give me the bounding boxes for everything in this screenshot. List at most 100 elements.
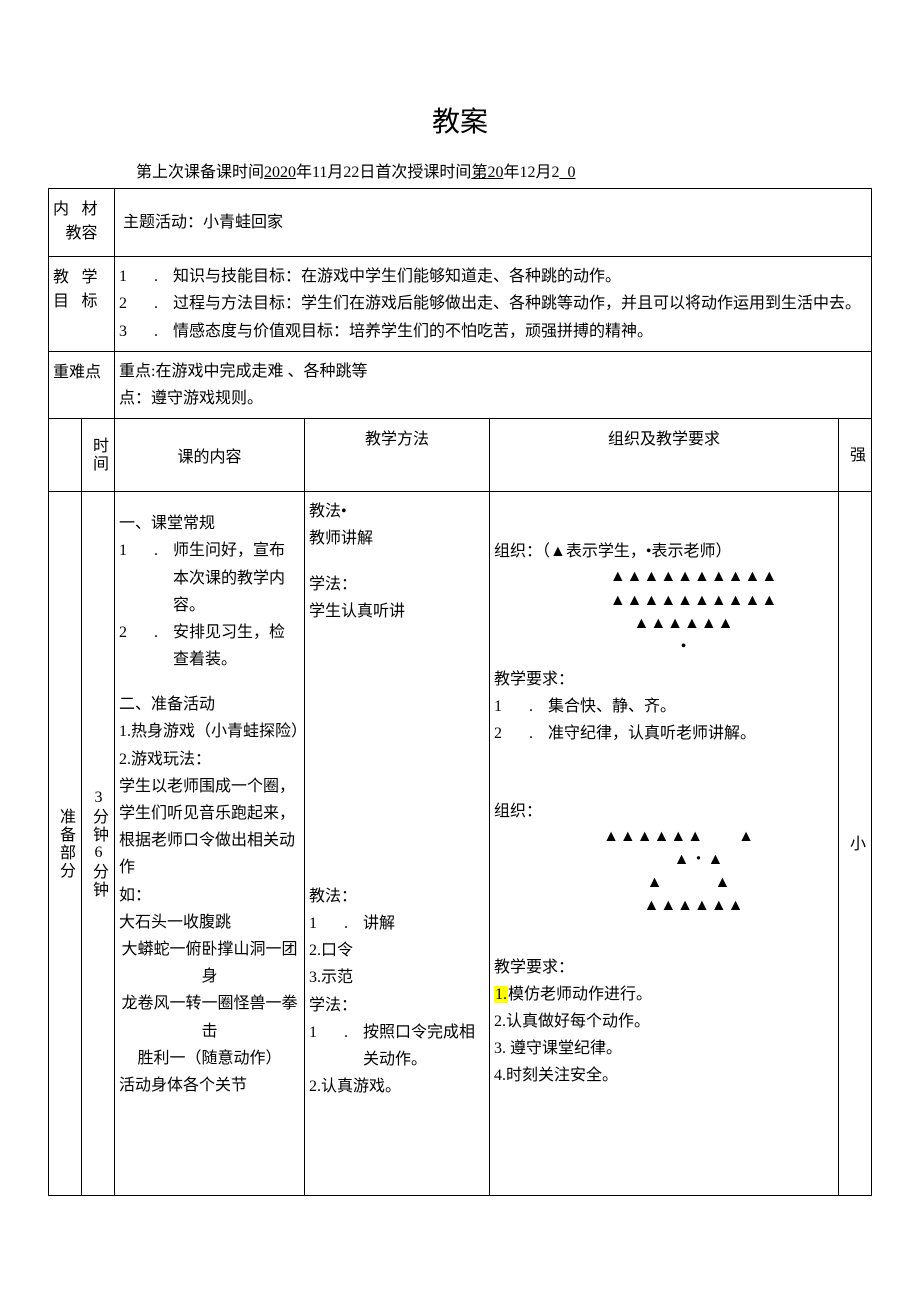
prep-l3: 1.热身游戏（小青蛙探险）: [119, 718, 300, 745]
req2d: .: [514, 720, 548, 747]
objectives-cell: 1.知识与技能目标：在游戏中学生们能够知道走、各种跳的动作。 2.过程与方法目标…: [115, 257, 872, 352]
d1r4: •: [494, 635, 834, 658]
keypoints-cell: 重点:在游戏中完成走难 、各种跳等 点：遵守游戏规则。: [115, 351, 872, 418]
formation-diagram-1: ▲▲▲▲▲▲▲▲▲▲ ▲▲▲▲▲▲▲▲▲▲ ▲▲▲▲▲▲ •: [494, 565, 834, 658]
req1t: 集合快、静、齐。: [548, 693, 676, 720]
req-item-1: 1.模仿老师动作进行。: [494, 981, 834, 1008]
meth-h4: 学法：: [309, 992, 485, 1019]
label-nei: 内: [53, 195, 82, 219]
prep-content-cell: 一、课堂常规 1.师生问好，宣布本次课的教学内容。 2.安排见习生，检查着装。 …: [115, 492, 305, 1196]
prep-l2d: .: [139, 619, 173, 673]
meth-s1n: 1: [309, 1019, 329, 1073]
date-1: 2020: [264, 164, 296, 181]
rq4: 4.时刻关注安全。: [494, 1062, 834, 1089]
obj2-dot: .: [139, 290, 173, 317]
page-title: 教案: [48, 100, 872, 140]
obj1-dot: .: [139, 263, 173, 290]
prep-l2t: 安排见习生，检查着装。: [173, 619, 300, 673]
org-header: 组织及教学要求: [490, 419, 839, 492]
prep-l6: 如：: [119, 882, 300, 909]
prep-section-label: 准备部分: [49, 492, 82, 1196]
prep-l9: 龙卷风一转一圈怪兽一拳击: [119, 990, 300, 1044]
formation-diagram-2: ▲▲▲▲▲▲ ▲ ▲・▲ ▲ ▲ ▲▲▲▲▲▲: [494, 825, 834, 918]
prep-l7: 大石头一收腹跳: [119, 909, 300, 936]
intensity-header: 强: [839, 419, 872, 492]
method-header: 教学方法: [305, 419, 490, 492]
d1r1: ▲▲▲▲▲▲▲▲▲▲: [494, 565, 834, 588]
req1d: .: [514, 693, 548, 720]
keypoint-1: 重点:在游戏中完成走难 、各种跳等: [119, 358, 867, 385]
obj3-num: 3: [119, 318, 139, 345]
obj1-text: 知识与技能目标：在游戏中学生们能够知道走、各种跳的动作。: [173, 263, 621, 290]
blank-header: [49, 419, 82, 492]
prep-time: 3分钟6分钟: [82, 492, 115, 1196]
prep-prefix: 第上次课备课时间: [136, 164, 264, 181]
prep-l8: 大蟒蛇一俯卧撑山洞一团身: [119, 936, 300, 990]
meth-l2: 学生认真听讲: [309, 598, 485, 625]
date-3: _0: [559, 164, 575, 181]
obj2-text: 过程与方法目标：学生们在游戏后能够做出走、各种跳等动作，并且可以将动作运用到生活…: [173, 290, 861, 317]
d1r3: ▲▲▲▲▲▲: [494, 612, 834, 635]
meth-h2: 学法：: [309, 571, 485, 598]
meth-m3: 3.示范: [309, 964, 485, 991]
keypoint-2: 点：遵守游戏规则。: [119, 385, 867, 412]
objectives-row: 教 目 学标 1.知识与技能目标：在游戏中学生们能够知道走、各种跳的动作。 2.…: [49, 257, 872, 352]
meth-s2: 2.认真游戏。: [309, 1073, 485, 1100]
keypoints-label: 重难点: [49, 351, 115, 418]
prep-l11: 活动身体各个关节: [119, 1072, 300, 1099]
section-header-row: 时间 课的内容 教学方法 组织及教学要求 强: [49, 419, 872, 492]
req2n: 2: [494, 720, 514, 747]
rq2: 2.认真做好每个动作。: [494, 1008, 834, 1035]
meth-h3: 教法：: [309, 883, 485, 910]
obj3-dot: .: [139, 318, 173, 345]
mid-1: 年11月22日首次授课时间: [296, 164, 471, 181]
content-label-left: 内 教: [49, 189, 82, 257]
org2-label: 组织：: [494, 798, 834, 825]
obj1-num: 1: [119, 263, 139, 290]
req-h: 教学要求：: [494, 666, 834, 693]
content-row: 内 教 材容 主题活动：小青蛙回家: [49, 189, 872, 257]
prep-l1n: 1: [119, 537, 139, 619]
obj-label-right: 学标: [82, 257, 115, 352]
d2r2: ▲・▲: [494, 848, 834, 871]
rq1-t: 模仿老师动作进行。: [508, 986, 652, 1003]
label-cairong: 材容: [82, 195, 111, 243]
session-info: 第上次课备课时间2020年11月22日首次授课时间第20年12月2_0: [48, 158, 872, 182]
meth-m2: 2.口令: [309, 937, 485, 964]
meth-s1t: 按照口令完成相关动作。: [363, 1019, 485, 1073]
prep-l4: 2.游戏玩法：: [119, 746, 300, 773]
lesson-plan-page: 教案 第上次课备课时间2020年11月22日首次授课时间第20年12月2_0 内…: [0, 0, 920, 1236]
prep-h1: 一、课堂常规: [119, 510, 300, 537]
prep-l5: 学生以老师围成一个圈，学生们听见音乐跑起来，根据老师口令做出相关动作: [119, 773, 300, 882]
obj2-num: 2: [119, 290, 139, 317]
prep-l1d: .: [139, 537, 173, 619]
rq1-hl: 1.: [494, 986, 508, 1003]
mid-2: 年12月2: [503, 164, 559, 181]
obj-label-left: 教 目: [49, 257, 82, 352]
label-mu: 目: [53, 287, 82, 311]
req2-h: 教学要求：: [494, 954, 834, 981]
label-jiao2: 教: [53, 263, 82, 287]
content-header: 课的内容: [115, 419, 305, 492]
time-header: 时间: [82, 419, 115, 492]
d2r1: ▲▲▲▲▲▲ ▲: [494, 825, 834, 848]
prep-l10: 胜利一（随意动作）: [119, 1045, 300, 1072]
org-legend: 组织：（▲表示学生，•表示老师）: [494, 538, 834, 565]
meth-s1d: .: [329, 1019, 363, 1073]
req1n: 1: [494, 693, 514, 720]
prep-l2n: 2: [119, 619, 139, 673]
rq3: 3. 遵守课堂纪律。: [494, 1035, 834, 1062]
label-jiao: 教: [53, 219, 82, 243]
meth-l1: 教师讲解: [309, 525, 485, 552]
prep-l1t: 师生问好，宣布本次课的教学内容。: [173, 537, 300, 619]
d2r3: ▲ ▲: [494, 871, 834, 894]
prep-intensity: 小: [839, 492, 872, 1196]
prep-method-cell: 教法• 教师讲解 学法： 学生认真听讲 教法： 1.讲解 2.口令 3.示范 学…: [305, 492, 490, 1196]
d2r4: ▲▲▲▲▲▲: [494, 894, 834, 917]
label-xuebiao: 学标: [82, 263, 111, 311]
topic-cell: 主题活动：小青蛙回家: [115, 189, 872, 257]
keypoints-row: 重难点 重点:在游戏中完成走难 、各种跳等 点：遵守游戏规则。: [49, 351, 872, 418]
req2t: 准守纪律，认真听老师讲解。: [548, 720, 756, 747]
meth-m1t: 讲解: [363, 910, 395, 937]
prep-org-cell: 组织：（▲表示学生，•表示老师） ▲▲▲▲▲▲▲▲▲▲ ▲▲▲▲▲▲▲▲▲▲ ▲…: [490, 492, 839, 1196]
